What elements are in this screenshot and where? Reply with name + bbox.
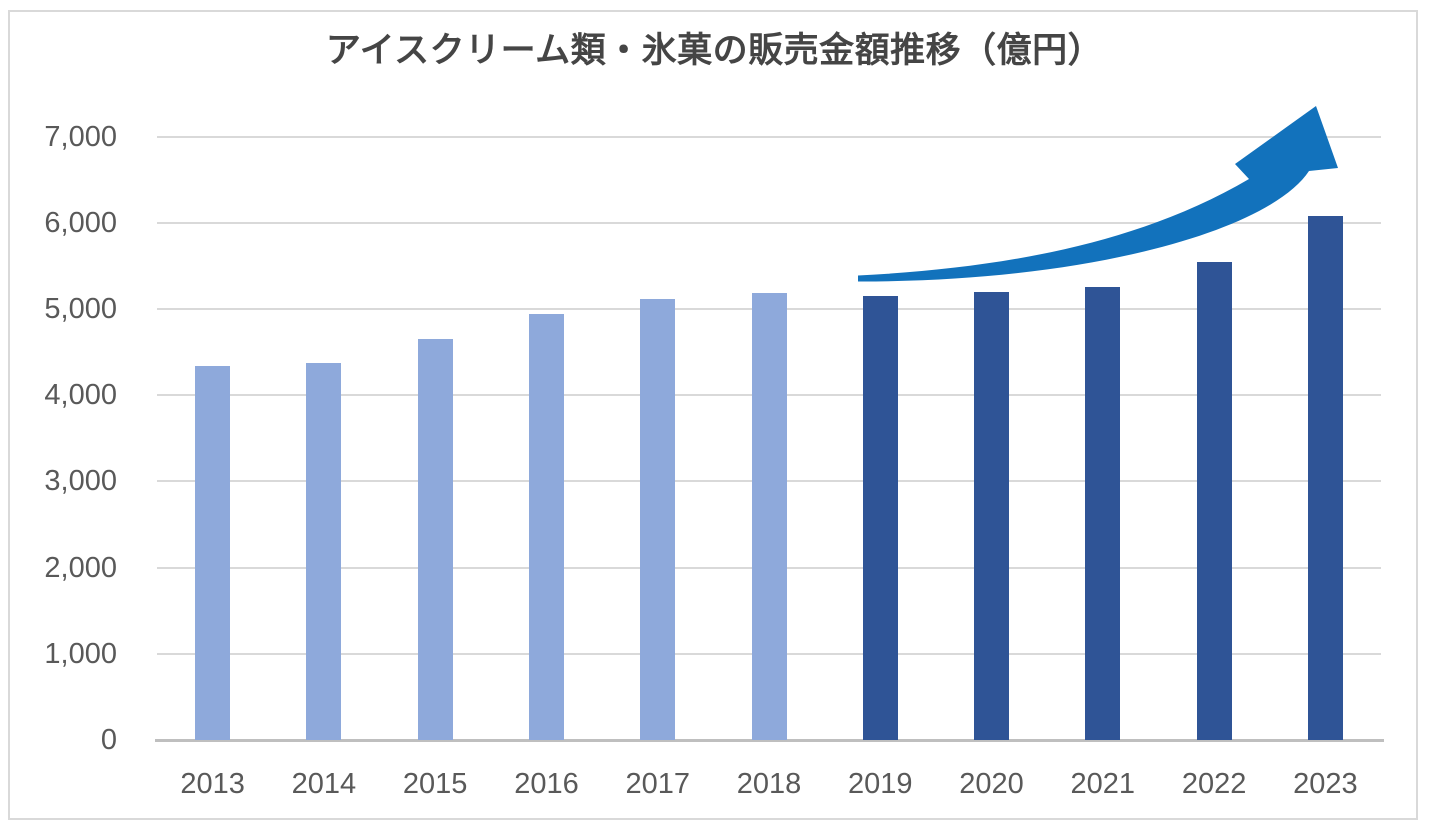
- bar-2018: [751, 292, 787, 740]
- bar-2016: [528, 314, 564, 740]
- y-axis-label-3000: 3,000: [44, 465, 117, 498]
- x-axis-label-2020: 2020: [959, 768, 1024, 800]
- y-axis-label-5000: 5,000: [44, 293, 117, 325]
- y-axis-label-7000: 7,000: [44, 120, 117, 153]
- x-axis-label-2013: 2013: [180, 768, 245, 800]
- x-axis-label-2018: 2018: [736, 768, 802, 800]
- y-axis-label-6000: 6,000: [44, 206, 117, 239]
- x-axis-label-2016: 2016: [514, 768, 579, 800]
- bar-2013: [195, 366, 231, 740]
- growth-arrow-shape: [858, 106, 1338, 282]
- y-axis-label-4000: 4,000: [44, 379, 117, 412]
- x-axis-line: [155, 738, 1384, 742]
- x-axis-label-2023: 2023: [1293, 768, 1358, 800]
- bar-2014: [306, 363, 342, 740]
- bar-2021: [1085, 286, 1121, 740]
- bar-2015: [417, 339, 453, 740]
- bar-2017: [640, 299, 676, 740]
- x-axis-label-2021: 2021: [1070, 768, 1136, 800]
- x-axis-label-2014: 2014: [291, 768, 357, 800]
- x-axis-label-2022: 2022: [1181, 768, 1247, 800]
- gridline-7000: [157, 135, 1381, 138]
- y-axis-label-1000: 1,000: [44, 637, 117, 670]
- y-axis-label-2000: 2,000: [44, 551, 117, 584]
- bar-2020: [974, 292, 1010, 740]
- bar-2023: [1307, 215, 1343, 740]
- bar-2019: [862, 295, 898, 740]
- chart-title: アイスクリーム類・氷菓の販売金額推移（億円）: [325, 31, 1104, 70]
- bar-2022: [1196, 262, 1232, 740]
- x-axis-label-2017: 2017: [625, 768, 690, 800]
- x-axis-label-2019: 2019: [848, 768, 913, 800]
- y-axis-label-0: 0: [100, 724, 117, 756]
- x-axis-label-2015: 2015: [402, 768, 468, 800]
- gridline-6000: [157, 221, 1381, 224]
